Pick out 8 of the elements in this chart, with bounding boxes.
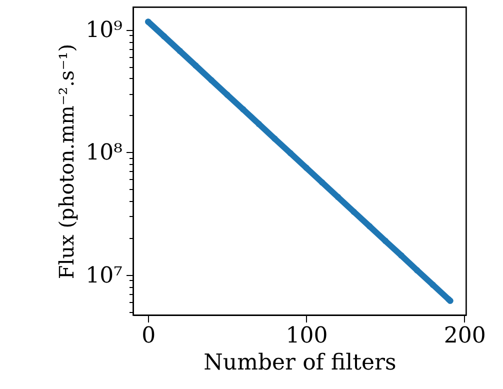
y-tick-label: 10⁸: [86, 140, 123, 166]
x-tick-label: 200: [444, 324, 486, 348]
x-tick-label: 0: [142, 324, 156, 348]
x-tick-label: 100: [286, 324, 328, 348]
y-tick-label: 10⁷: [86, 263, 123, 288]
y-tick-label: 10⁹: [86, 18, 123, 44]
x-axis-title: Number of filters: [204, 350, 396, 376]
y-axis-title: Flux (photon.mm⁻².s⁻¹): [54, 44, 79, 280]
